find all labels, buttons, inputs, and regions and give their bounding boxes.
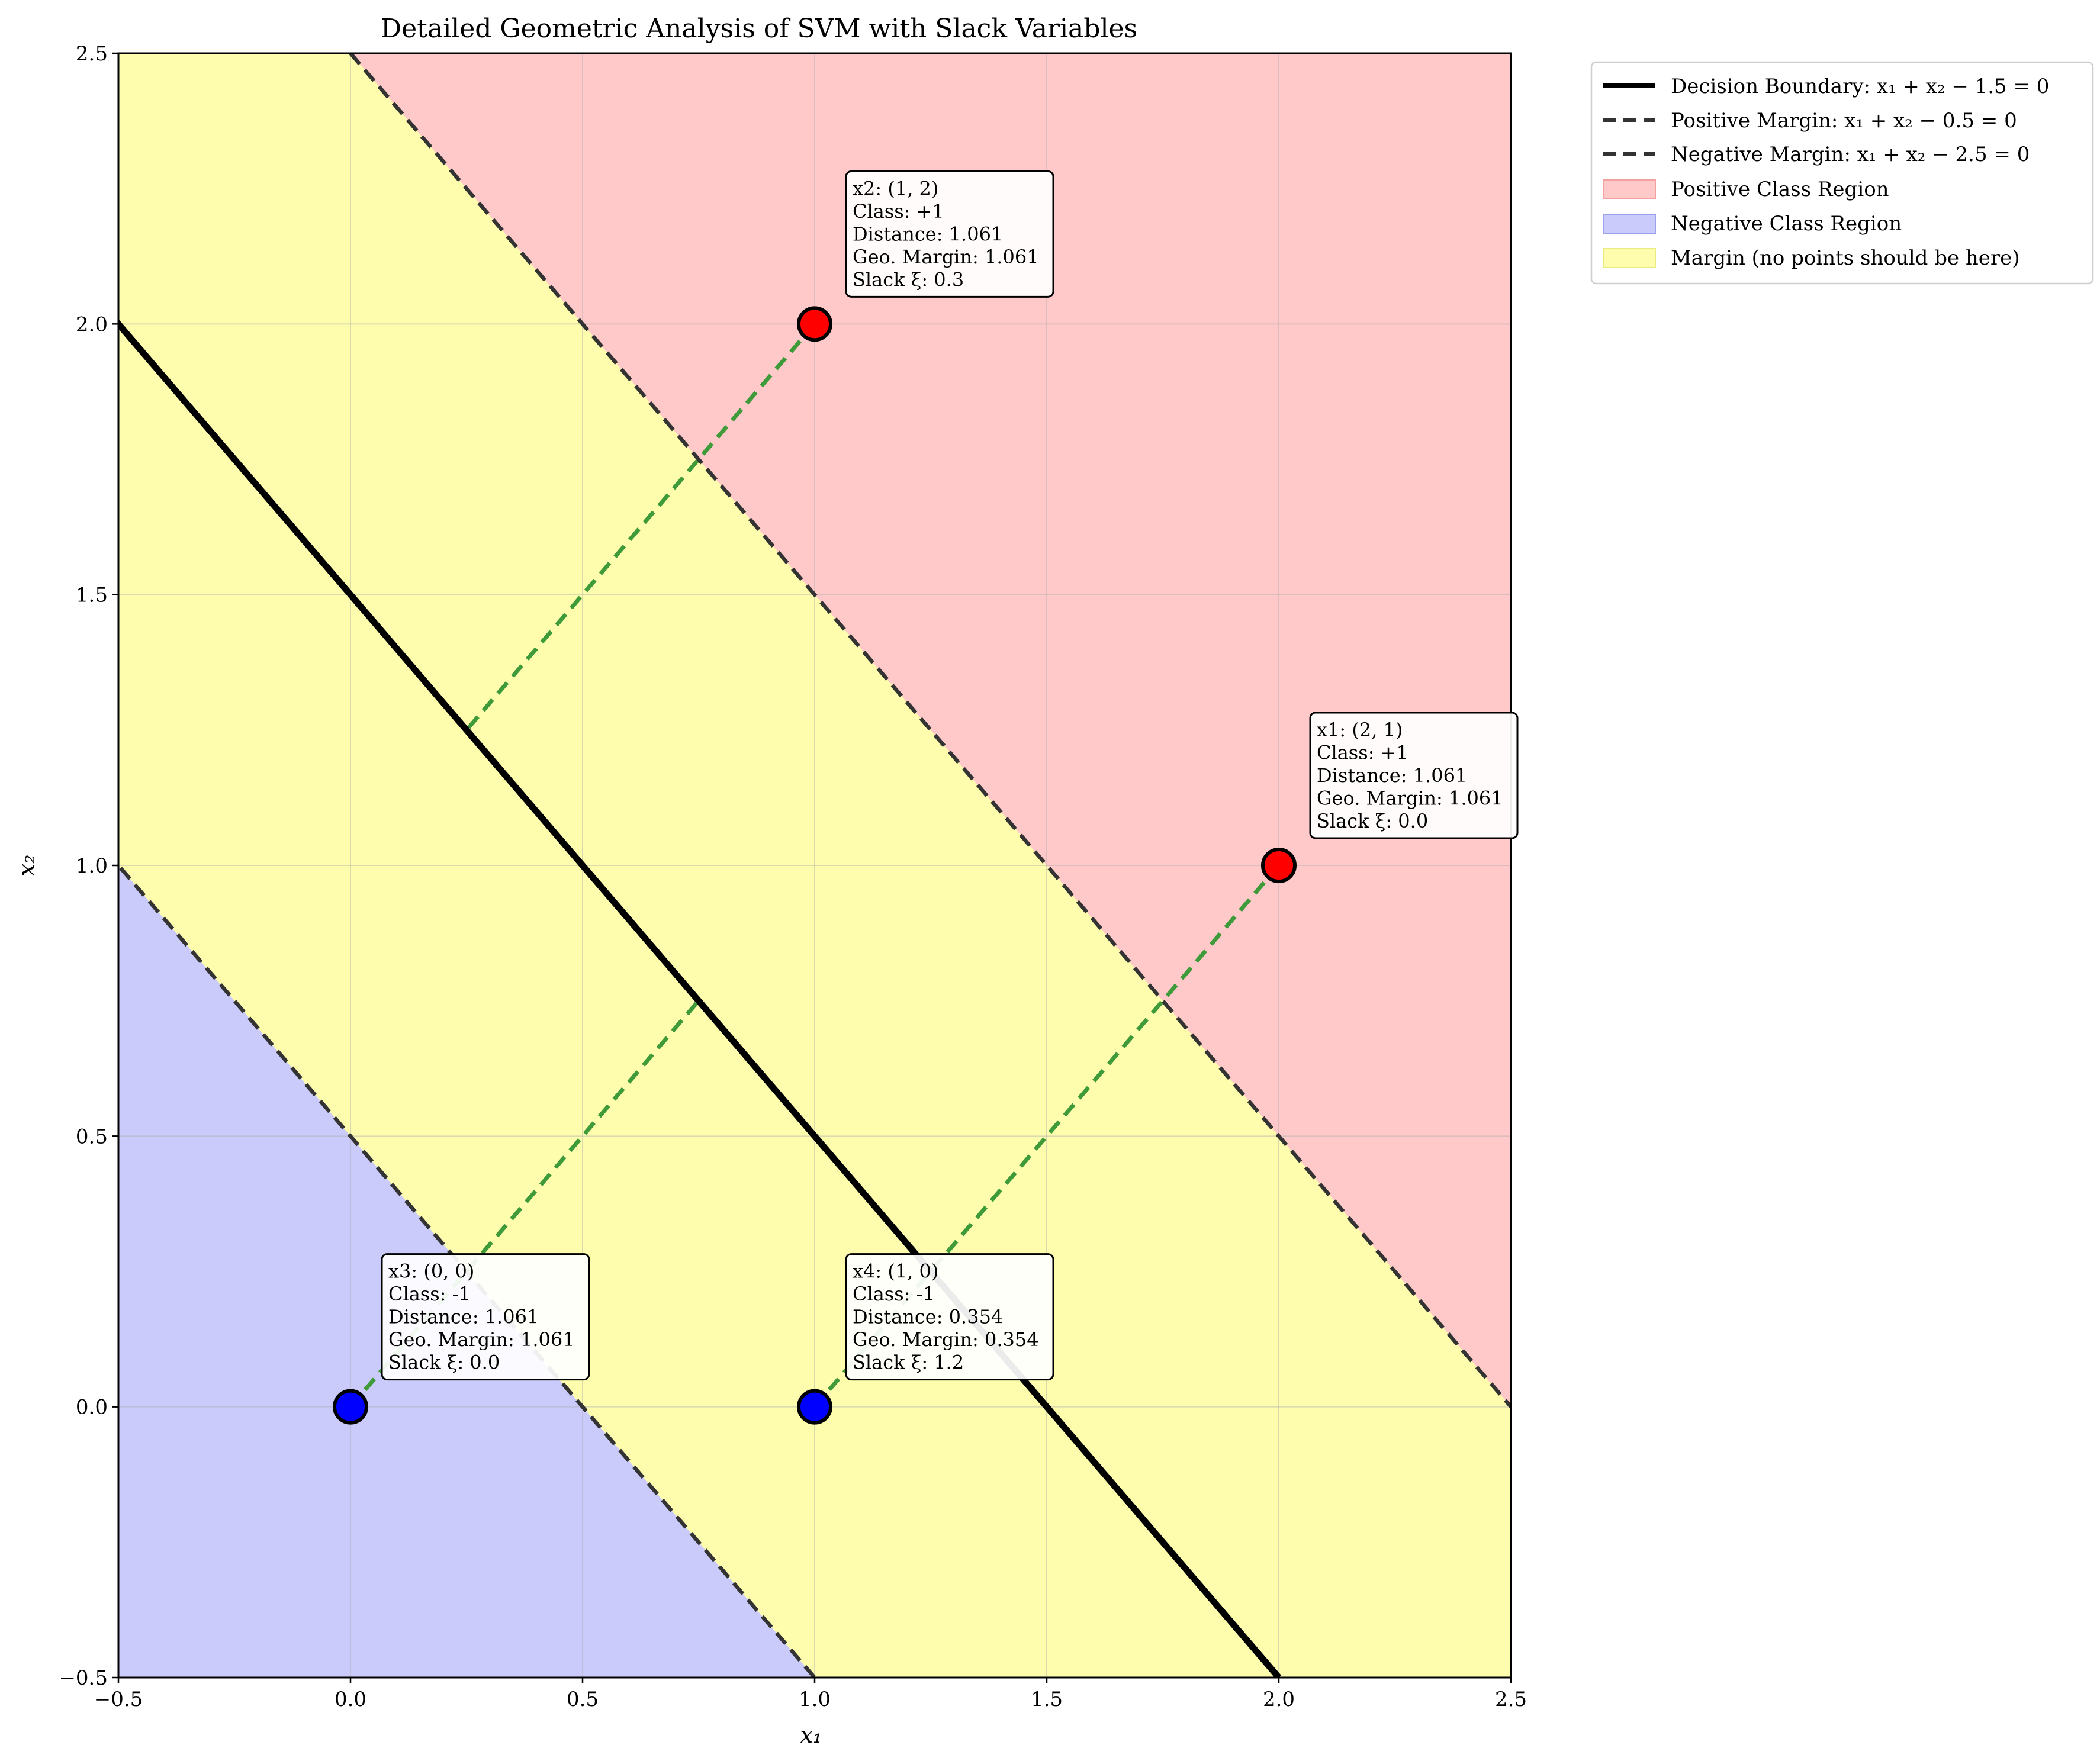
legend-frame bbox=[1590, 61, 2094, 285]
decision-boundary-line bbox=[118, 318, 1282, 1678]
legend-label-positive-region: Positive Class Region bbox=[1671, 178, 1889, 201]
annotation-line: Class: +1 bbox=[1317, 742, 1408, 764]
legend-swatch-positive-region bbox=[1603, 179, 1656, 199]
annotation-line: Class: +1 bbox=[853, 200, 944, 223]
annotation-line: Distance: 0.354 bbox=[853, 1306, 1003, 1328]
annotation-line: Slack ξ: 1.2 bbox=[853, 1351, 964, 1374]
legend-label-negative-margin: Negative Margin: x₁ + x₂ − 2.5 = 0 bbox=[1671, 143, 2030, 166]
x-tick-label: 0.5 bbox=[567, 1688, 599, 1711]
annotation-box bbox=[381, 1253, 590, 1381]
annotation-line: Distance: 1.061 bbox=[1317, 764, 1467, 787]
annotation-line: Distance: 1.061 bbox=[388, 1306, 539, 1328]
annotation-line: Class: -1 bbox=[853, 1283, 935, 1305]
y-tick-label: 0.5 bbox=[76, 1125, 108, 1148]
x-tick-label: 1.5 bbox=[1031, 1688, 1063, 1711]
y-tick-label: −0.5 bbox=[59, 1666, 108, 1690]
chart-title: Detailed Geometric Analysis of SVM with … bbox=[381, 14, 1137, 44]
legend-label-positive-margin: Positive Margin: x₁ + x₂ − 0.5 = 0 bbox=[1671, 109, 2017, 133]
y-axis-label: x₂ bbox=[14, 855, 40, 877]
annotation-line: Slack ξ: 0.0 bbox=[1317, 810, 1428, 832]
negative-margin-line bbox=[349, 53, 1511, 1410]
annotation-box bbox=[845, 1253, 1054, 1381]
annotation-line: Geo. Margin: 1.061 bbox=[853, 246, 1039, 268]
x-tick-label: 2.5 bbox=[1495, 1688, 1527, 1711]
y-tick-label: 1.0 bbox=[76, 854, 108, 878]
y-tick-label: 0.0 bbox=[76, 1396, 108, 1419]
positive-margin-line bbox=[118, 862, 816, 1678]
x-axis-label: x₁ bbox=[800, 1722, 822, 1748]
annotation-line: Distance: 1.061 bbox=[853, 223, 1003, 245]
annotation-line: Class: -1 bbox=[388, 1283, 471, 1305]
annotation-line: Geo. Margin: 1.061 bbox=[388, 1328, 575, 1351]
x-tick-label: −0.5 bbox=[94, 1688, 143, 1711]
y-tick-label: 2.5 bbox=[76, 42, 108, 66]
x-tick-label: 0.0 bbox=[335, 1688, 366, 1711]
x-tick-label: 2.0 bbox=[1263, 1688, 1295, 1711]
legend-label-decision-boundary: Decision Boundary: x₁ + x₂ − 1.5 = 0 bbox=[1671, 75, 2049, 98]
annotation-box bbox=[1309, 712, 1519, 839]
data-point-x3 bbox=[333, 1389, 368, 1425]
legend-swatch-negative-region bbox=[1603, 214, 1656, 234]
annotation-line: Geo. Margin: 0.354 bbox=[853, 1328, 1039, 1351]
annotation-line: x3: (0, 0) bbox=[388, 1260, 474, 1283]
plot-area: −0.5 0.0 0.5 1.0 1.5 2.0 2.5 −0.5 0.0 0.5 1.0 1.5 2.… bbox=[59, 42, 1527, 1711]
legend-swatch-margin-region bbox=[1603, 248, 1656, 268]
annotation-line: Slack ξ: 0.3 bbox=[853, 268, 964, 291]
annotation-line: Slack ξ: 0.0 bbox=[388, 1351, 500, 1374]
legend: Decision Boundary: x₁ + x₂ − 1.5 = 0 Pos… bbox=[1590, 61, 2094, 285]
y-tick-label: 2.0 bbox=[76, 313, 108, 336]
y-tick-label: 1.5 bbox=[76, 584, 108, 607]
annotation-line: x1: (2, 1) bbox=[1317, 719, 1403, 741]
data-point-x2 bbox=[797, 306, 832, 342]
annotation-line: Geo. Margin: 1.061 bbox=[1317, 787, 1503, 810]
legend-label-negative-region: Negative Class Region bbox=[1671, 212, 1902, 236]
data-point-x4 bbox=[797, 1389, 832, 1425]
annotation-line: x4: (1, 0) bbox=[853, 1260, 938, 1283]
x-tick-label: 1.0 bbox=[799, 1688, 831, 1711]
legend-label-margin-region: Margin (no points should be here) bbox=[1671, 246, 2020, 270]
data-point-x1 bbox=[1261, 848, 1297, 883]
annotation-box bbox=[845, 170, 1054, 298]
annotation-line: x2: (1, 2) bbox=[853, 177, 938, 199]
